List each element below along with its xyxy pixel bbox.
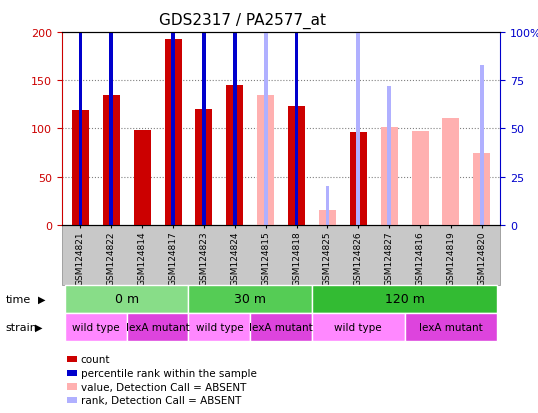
Bar [480, 66, 484, 225]
Bar [257, 95, 274, 225]
Text: percentile rank within the sample: percentile rank within the sample [81, 368, 257, 378]
Bar [72, 111, 89, 225]
Text: wild type: wild type [335, 322, 382, 332]
Text: 30 m: 30 m [234, 292, 266, 306]
Bar [295, 0, 299, 225]
Bar [165, 40, 181, 225]
Bar [264, 21, 267, 225]
Bar [381, 128, 398, 225]
Text: 120 m: 120 m [385, 292, 424, 306]
Bar [473, 154, 490, 225]
Text: rank, Detection Call = ABSENT: rank, Detection Call = ABSENT [81, 395, 241, 405]
Text: GDS2317 / PA2577_at: GDS2317 / PA2577_at [159, 12, 325, 28]
Bar [103, 95, 120, 225]
Text: wild type: wild type [72, 322, 119, 332]
Bar [387, 87, 391, 225]
Bar [109, 4, 113, 225]
Bar [357, 24, 360, 225]
Text: lexA mutant: lexA mutant [419, 322, 483, 332]
Bar [202, 16, 206, 225]
Text: count: count [81, 354, 110, 364]
Bar [442, 119, 459, 225]
Text: ▶: ▶ [35, 322, 43, 332]
Text: strain: strain [5, 322, 37, 332]
Text: wild type: wild type [195, 322, 243, 332]
Bar [412, 132, 429, 225]
Text: ▶: ▶ [38, 294, 45, 304]
Text: 0 m: 0 m [115, 292, 139, 306]
Bar [133, 131, 151, 225]
Bar [226, 86, 243, 225]
Text: lexA mutant: lexA mutant [249, 322, 313, 332]
Bar [325, 187, 329, 225]
Text: value, Detection Call = ABSENT: value, Detection Call = ABSENT [81, 382, 246, 392]
Bar [233, 0, 237, 225]
Text: time: time [5, 294, 31, 304]
Bar [288, 107, 305, 225]
Bar [319, 211, 336, 225]
Bar [79, 18, 82, 225]
Bar [350, 133, 367, 225]
Bar [195, 110, 213, 225]
Bar [171, 0, 175, 225]
Text: lexA mutant: lexA mutant [126, 322, 189, 332]
